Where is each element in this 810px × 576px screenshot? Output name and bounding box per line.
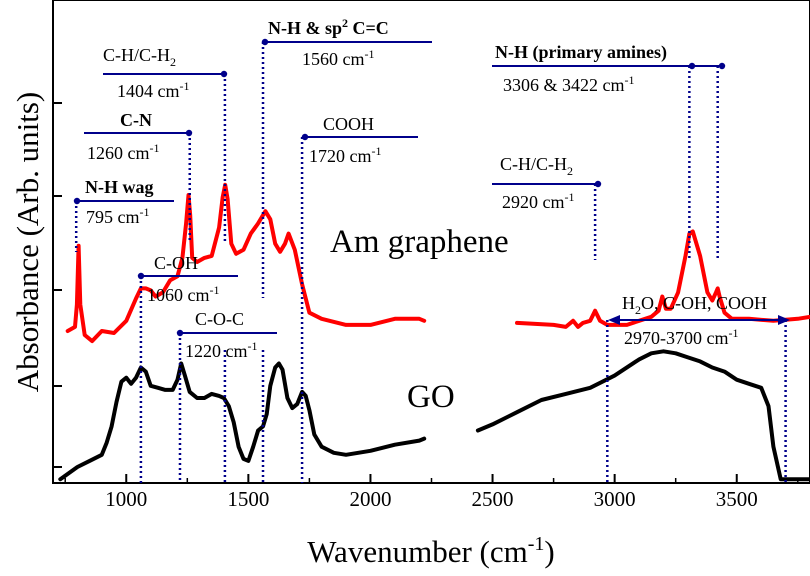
cooh-value: 1720 cm-1: [309, 144, 382, 166]
ch-low-dot: [220, 70, 228, 78]
series-am-graphene-segment-0: [65, 182, 427, 344]
annotation-coh: C-OH 1060 cm-1: [137, 253, 238, 305]
x-tick-label-3000: 3000: [594, 487, 636, 511]
annotation-nh-sp2: N-H & sp2 C=C 1560 cm-1: [261, 16, 432, 69]
annotation-cooh: COOH 1720 cm-1: [301, 114, 418, 166]
ch-low-title: C-H/C-H2: [103, 45, 176, 69]
coc-title: C-O-C: [195, 309, 244, 329]
nh-wag-title: N-H wag: [85, 177, 154, 197]
cn-value: 1260 cm-1: [87, 141, 160, 163]
nh-wag-dot: [73, 197, 81, 205]
ch-low-value: 1404 cm-1: [117, 79, 190, 101]
water-arrow-right: [778, 315, 790, 325]
x-tick-label-3500: 3500: [716, 487, 758, 511]
sample-label-am-graphene: Am graphene: [330, 224, 509, 260]
nh-primary-dot-2: [718, 62, 726, 70]
y-axis-title: Absorbance (Arb. units): [10, 92, 45, 392]
nh-primary-dot-1: [688, 62, 696, 70]
cn-title: C-N: [120, 110, 152, 130]
series-go-segment-0: [58, 361, 427, 482]
axis-ticks: 1000 1500 2000 2500 3000 3500: [53, 102, 799, 511]
nh-sp2-title: N-H & sp2 C=C: [268, 16, 389, 38]
annotation-ch-low: C-H/C-H2 1404 cm-1: [103, 45, 228, 101]
sample-label-go: GO: [407, 379, 455, 415]
annotation-layer: [74, 42, 787, 483]
coh-value: 1060 cm-1: [147, 283, 220, 305]
x-tick-label-2000: 2000: [349, 487, 391, 511]
annotation-nh-wag: N-H wag 795 cm-1: [73, 177, 174, 227]
cooh-dot: [301, 133, 309, 141]
coc-dot: [176, 329, 184, 337]
water-arrow-left: [608, 315, 620, 325]
x-tick-label-1000: 1000: [105, 487, 147, 511]
nh-wag-value: 795 cm-1: [86, 205, 150, 227]
coh-title: C-OH: [154, 253, 198, 273]
water-value: 2970-3700 cm-1: [624, 326, 738, 348]
annotation-water: H2O, C-OH, COOH 2970-3700 cm-1: [608, 293, 790, 348]
series-go-segment-1: [475, 349, 810, 482]
series-am-graphene-segment-2: [515, 229, 810, 329]
cooh-title: COOH: [323, 114, 374, 134]
x-tick-label-1500: 1500: [227, 487, 269, 511]
nh-primary-value: 3306 & 3422 cm-1: [503, 73, 635, 95]
nh-sp2-value: 1560 cm-1: [302, 47, 375, 69]
x-tick-label-2500: 2500: [472, 487, 514, 511]
ch-high-value: 2920 cm-1: [502, 190, 575, 212]
nh-sp2-dot: [261, 38, 269, 46]
water-title: H2O, C-OH, COOH: [622, 293, 767, 317]
annotation-cn: C-N 1260 cm-1: [84, 110, 193, 163]
annotation-nh-primary: N-H (primary amines) 3306 & 3422 cm-1: [492, 42, 726, 95]
ch-high-title: C-H/C-H2: [500, 154, 573, 178]
x-axis-title: Wavenumber (cm-1): [307, 533, 554, 569]
annotation-coc: C-O-C 1220 cm-1: [176, 309, 277, 361]
coc-value: 1220 cm-1: [185, 339, 258, 361]
annotation-ch-high: C-H/C-H2 2920 cm-1: [492, 154, 602, 212]
cn-dot: [185, 129, 193, 137]
nh-primary-title: N-H (primary amines): [495, 42, 667, 63]
coh-dot: [137, 272, 145, 280]
ch-high-dot: [594, 180, 602, 188]
